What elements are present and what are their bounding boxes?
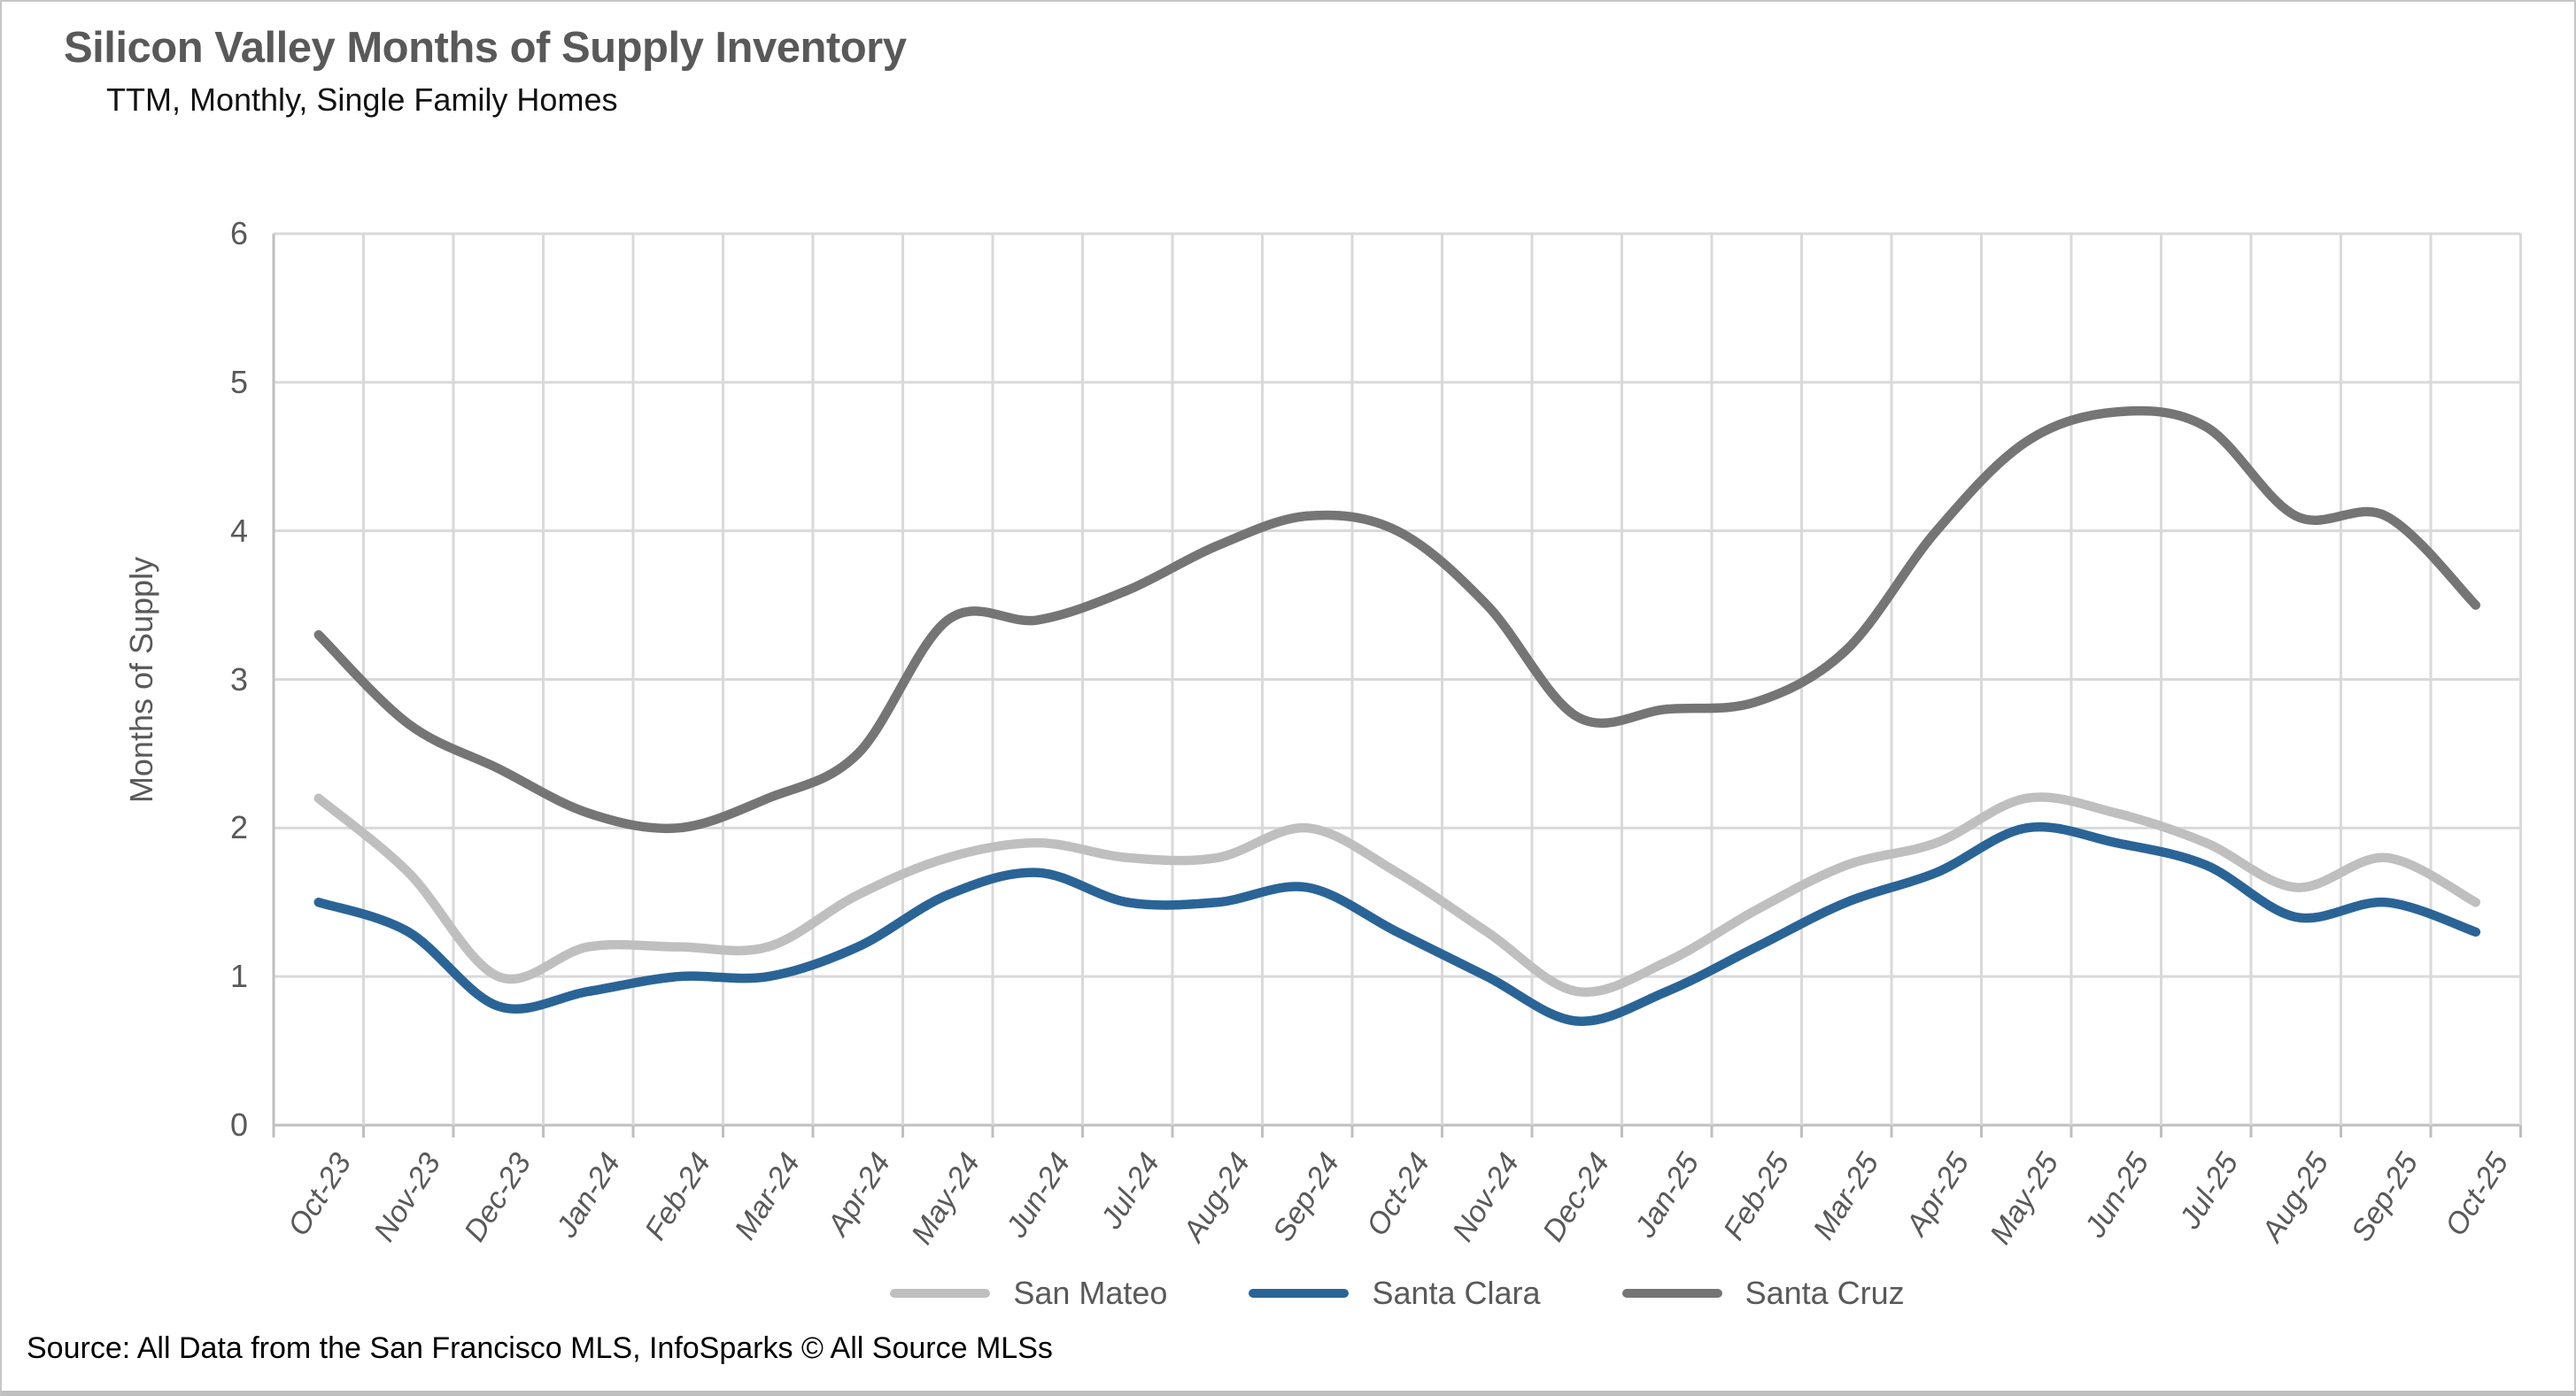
legend-item-santa-cruz: Santa Cruz [1621, 1275, 1905, 1312]
y-tick-label: 3 [229, 660, 248, 698]
legend-label-santa-cruz: Santa Cruz [1744, 1275, 1905, 1311]
legend-label-santa-clara: Santa Clara [1372, 1275, 1541, 1311]
legend-swatch-santa-clara [1249, 1289, 1350, 1298]
y-tick-label: 1 [229, 958, 248, 995]
y-tick-label: 2 [229, 809, 248, 846]
chart-title: Silicon Valley Months of Supply Inventor… [64, 24, 907, 72]
legend-swatch-santa-cruz [1621, 1289, 1722, 1298]
series-line-santa-clara [313, 821, 2481, 1026]
series-line-san-mateo [313, 792, 2481, 998]
legend-swatch-san-mateo [890, 1289, 991, 1298]
legend-label-san-mateo: San Mateo [1013, 1275, 1168, 1311]
y-tick-label: 0 [229, 1107, 248, 1143]
source-note: Source: All Data from the San Francisco … [27, 1331, 1053, 1365]
legend-item-san-mateo: San Mateo [890, 1275, 1167, 1312]
legend-item-santa-clara: Santa Clara [1249, 1275, 1541, 1312]
y-tick-label: 5 [229, 363, 248, 400]
chart-legend: San Mateo Santa Clara Santa Cruz [274, 1275, 2521, 1312]
series-line-santa-cruz [313, 405, 2481, 834]
chart-subtitle: TTM, Monthly, Single Family Homes [106, 81, 618, 118]
y-tick-label: 4 [229, 512, 248, 549]
y-tick-label: 6 [229, 215, 248, 251]
